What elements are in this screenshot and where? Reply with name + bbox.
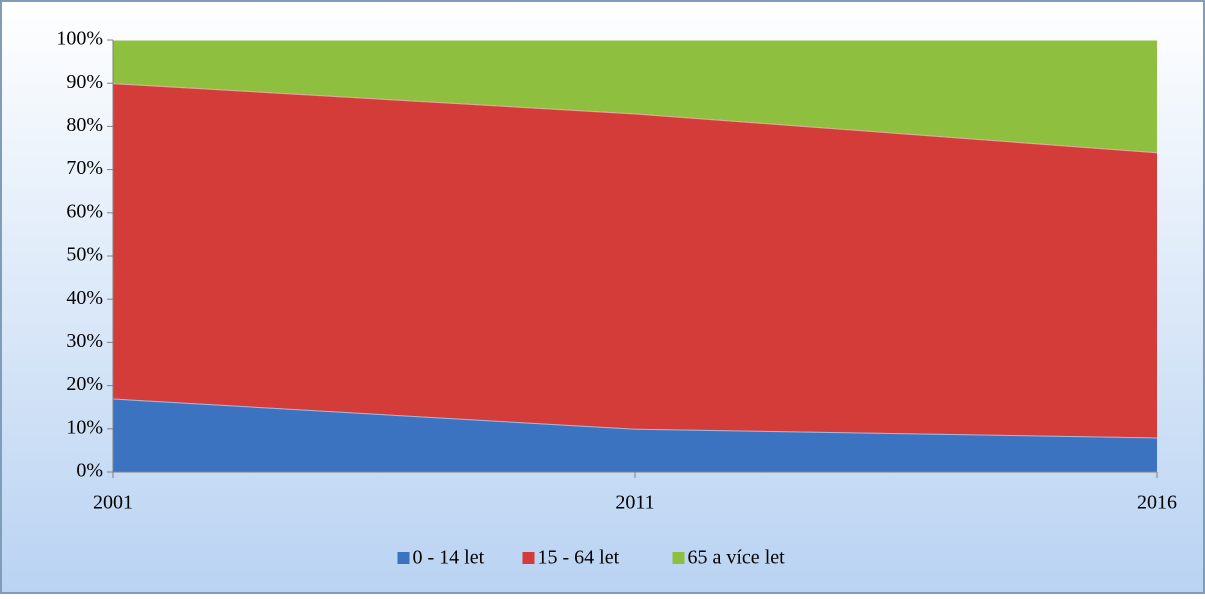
y-tick-label: 50% (66, 244, 103, 266)
y-tick-label: 70% (66, 157, 103, 179)
y-tick-label: 20% (66, 373, 103, 395)
area (113, 398, 1157, 472)
legend-label: 15 - 64 let (538, 547, 620, 569)
legend-label: 65 a více let (688, 547, 786, 569)
y-tick-label: 100% (56, 28, 103, 50)
y-tick-label: 0% (76, 460, 103, 482)
area (113, 40, 1157, 153)
x-tick-label: 2016 (1137, 492, 1177, 514)
y-tick-label: 30% (66, 330, 103, 352)
legend-label: 0 - 14 let (413, 547, 485, 569)
legend-swatch (397, 552, 410, 564)
y-tick-label: 10% (66, 416, 103, 438)
y-tick-label: 60% (66, 200, 103, 222)
y-tick-label: 90% (66, 71, 103, 93)
y-tick-label: 40% (66, 287, 103, 309)
x-tick-label: 2001 (93, 492, 133, 514)
x-tick-label: 2011 (615, 492, 654, 514)
area (113, 83, 1157, 438)
legend-swatch (522, 552, 535, 564)
legend-swatch (672, 552, 685, 564)
y-tick-label: 80% (66, 114, 103, 136)
